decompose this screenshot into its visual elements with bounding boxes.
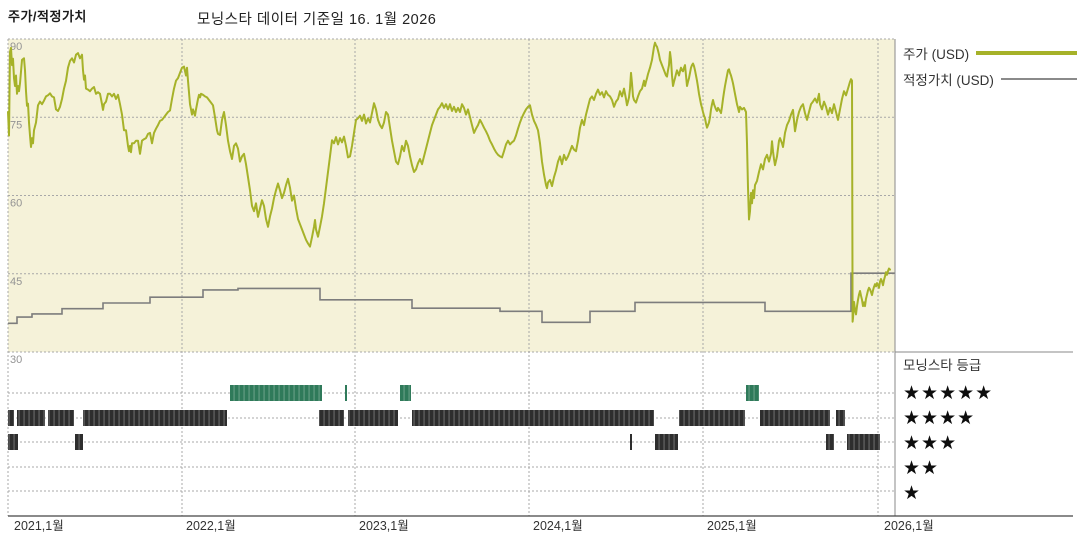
rating-bar-3star-0 xyxy=(8,434,18,450)
legend-price-row: 주가 (USD) xyxy=(903,40,1077,66)
star-row-2: ★★ xyxy=(903,458,940,479)
y-tick-30: 30 xyxy=(10,354,22,366)
rating-legend-title: 모닝스타 등급 xyxy=(903,358,982,373)
rating-bar-5star-2 xyxy=(400,385,411,401)
rating-star-rows: ★★★★★ ★★★★ ★★★ ★★ ★ xyxy=(903,381,1077,506)
rating-bar-4star-5 xyxy=(348,410,398,426)
rating-bar-4star-7 xyxy=(679,410,745,426)
x-tick-2026,1월: 2026,1월 xyxy=(884,519,934,533)
rating-bar-4star-9 xyxy=(836,410,845,426)
panel-title: 주가/적정가치 xyxy=(8,9,87,24)
x-tick-2025,1월: 2025,1월 xyxy=(707,519,757,533)
star-row-3: ★★★ xyxy=(903,433,958,454)
x-tick-2021,1월: 2021,1월 xyxy=(14,519,64,533)
star-row-4: ★★★★ xyxy=(903,408,976,429)
x-tick-2024,1월: 2024,1월 xyxy=(533,519,583,533)
legend-fair-row: 적정가치 (USD) xyxy=(903,66,1077,92)
x-tick-2023,1월: 2023,1월 xyxy=(359,519,409,533)
rating-bar-5star-3 xyxy=(746,385,759,401)
rating-legend: 모닝스타 등급 ★★★★★ ★★★★ ★★★ ★★ ★ xyxy=(903,354,1077,506)
chart-title: 모닝스타 데이터 기준일 16. 1월 2026 xyxy=(197,12,437,28)
y-tick-90: 90 xyxy=(10,41,22,53)
star-row-5: ★★★★★ xyxy=(903,383,994,404)
rating-bar-5star-1 xyxy=(345,385,347,401)
rating-bar-4star-4 xyxy=(319,410,344,426)
plot-background xyxy=(8,39,895,352)
price-line-swatch xyxy=(976,51,1077,55)
rating-bar-5star-0 xyxy=(230,385,322,401)
rating-bar-4star-3 xyxy=(83,410,227,426)
star-row-1: ★ xyxy=(903,483,922,504)
y-tick-45: 45 xyxy=(10,276,22,288)
chart-legend: 주가 (USD) 적정가치 (USD) xyxy=(903,40,1077,92)
y-tick-75: 75 xyxy=(10,119,22,131)
fair-line-swatch xyxy=(1000,78,1077,80)
rating-bar-4star-2 xyxy=(48,410,74,426)
rating-bar-3star-1 xyxy=(75,434,83,450)
rating-bar-3star-4 xyxy=(826,434,834,450)
rating-bar-4star-6 xyxy=(412,410,654,426)
legend-price-label: 주가 (USD) xyxy=(903,47,970,62)
rating-bar-3star-3 xyxy=(655,434,678,450)
rating-bar-3star-2 xyxy=(630,434,632,450)
y-tick-60: 60 xyxy=(10,198,22,210)
rating-bar-4star-1 xyxy=(17,410,45,426)
rating-bar-3star-5 xyxy=(847,434,880,450)
rating-bar-4star-0 xyxy=(8,410,14,426)
rating-bar-4star-8 xyxy=(760,410,830,426)
legend-fair-label: 적정가치 (USD) xyxy=(903,73,994,88)
x-tick-2022,1월: 2022,1월 xyxy=(186,519,236,533)
fair-value-line xyxy=(8,272,895,325)
price-line xyxy=(7,41,891,323)
